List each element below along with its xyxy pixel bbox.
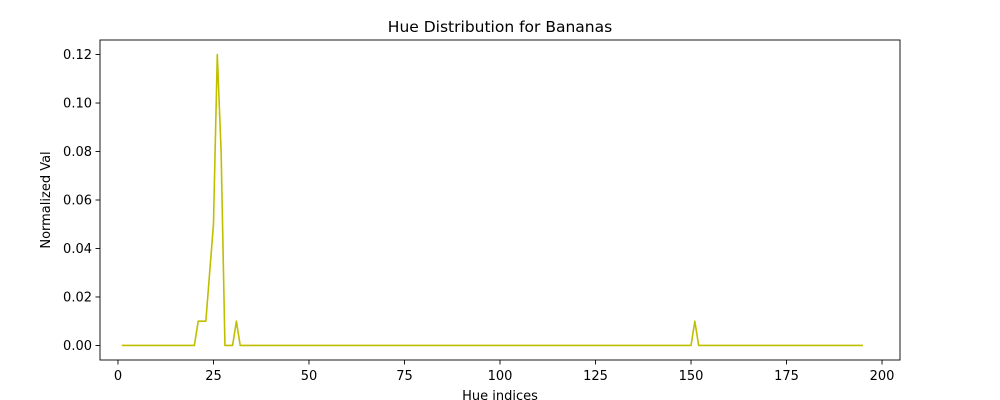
x-tick-label: 150 [679,369,704,384]
x-axis-label: Hue indices [462,389,538,400]
y-tick-label: 0.00 [63,339,92,354]
plot-area [99,39,901,361]
x-tick-label: 175 [774,369,799,384]
plot-frame [99,39,901,361]
x-axis: 0 25 50 75 100 125 150 175 200 [114,360,895,384]
y-axis-label: Normalized Val [39,151,54,248]
y-tick-label: 0.04 [63,242,92,257]
x-tick-label: 200 [870,369,895,384]
x-tick-label: 125 [583,369,608,384]
chart-title: Hue Distribution for Bananas [388,18,612,36]
x-tick-label: 25 [205,369,222,384]
series-line-0 [121,53,863,347]
x-tick-label: 50 [301,369,318,384]
y-tick-label: 0.08 [63,145,92,160]
y-tick-label: 0.02 [63,290,92,305]
x-tick-label: 100 [488,369,513,384]
x-tick-label: 0 [114,369,122,384]
y-axis: 0.00 0.02 0.04 0.06 0.08 0.10 0.12 [63,48,100,354]
x-tick-label: 75 [396,369,413,384]
y-tick-label: 0.10 [63,97,92,112]
y-tick-label: 0.12 [63,48,92,63]
y-tick-label: 0.06 [63,194,92,209]
